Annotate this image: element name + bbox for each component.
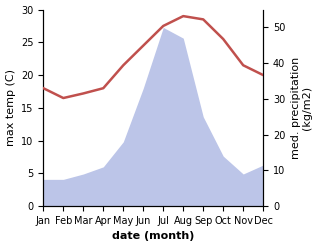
- X-axis label: date (month): date (month): [112, 231, 194, 242]
- Y-axis label: med. precipitation
(kg/m2): med. precipitation (kg/m2): [291, 57, 313, 159]
- Y-axis label: max temp (C): max temp (C): [5, 69, 16, 146]
